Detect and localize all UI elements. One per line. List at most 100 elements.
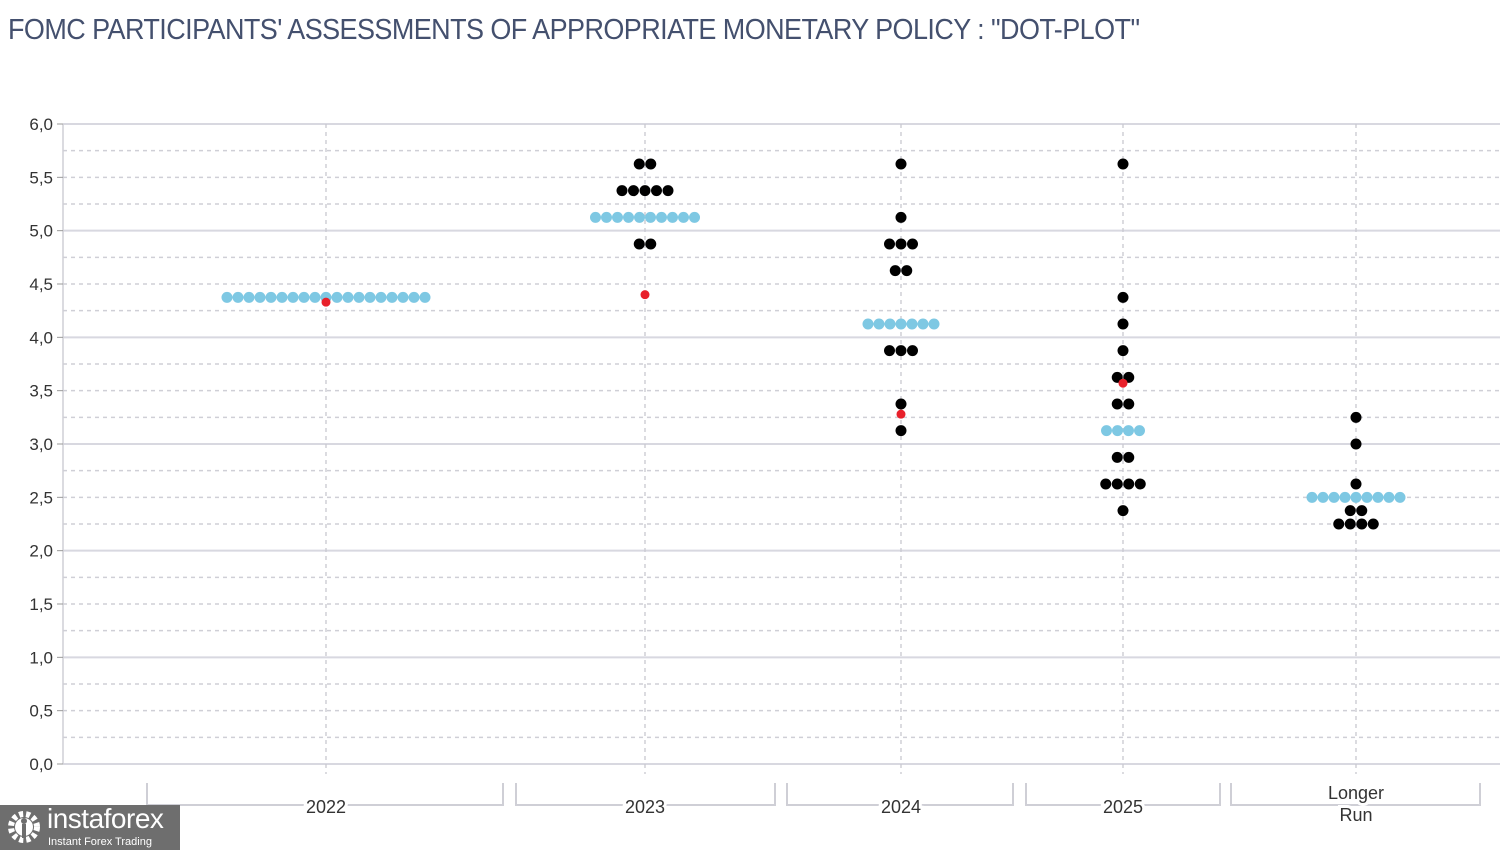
- x-category-label: 2022: [306, 797, 346, 817]
- median-dot: [298, 291, 310, 303]
- participant-dot: [895, 345, 907, 357]
- participant-dot: [1333, 518, 1345, 530]
- y-tick-label: 4,5: [29, 275, 53, 294]
- median-dot: [634, 211, 645, 223]
- participant-dot: [901, 265, 913, 277]
- market-dot: [896, 409, 906, 419]
- median-dot: [397, 291, 409, 303]
- median-dot: [331, 291, 343, 303]
- participant-dot: [645, 238, 657, 250]
- participant-dot: [1111, 398, 1123, 410]
- median-dot: [1317, 491, 1329, 503]
- median-dot: [873, 318, 885, 330]
- category-bracket: [1230, 783, 1481, 806]
- participant-dot: [1350, 438, 1362, 450]
- participant-dot: [884, 238, 895, 250]
- instaforex-logo: instaforex Instant Forex Trading: [0, 805, 180, 850]
- category-bracket: [786, 783, 1014, 806]
- y-tick-label: 1,5: [29, 595, 53, 614]
- y-tick-label: 3,5: [29, 382, 53, 401]
- median-dot: [612, 211, 623, 223]
- chart-title: FOMC PARTICIPANTS' ASSESSMENTS OF APPROP…: [8, 14, 1140, 46]
- gear-icon: [8, 811, 40, 843]
- median-dot: [590, 211, 601, 223]
- participant-dot: [651, 185, 662, 197]
- median-dot: [353, 291, 365, 303]
- x-category-label: Longer Run: [1328, 783, 1384, 825]
- median-dot: [1306, 491, 1318, 503]
- logo-name: instaforex: [47, 803, 164, 834]
- participant-dot: [1350, 411, 1362, 423]
- median-dot: [656, 211, 667, 223]
- median-dot: [419, 291, 431, 303]
- participant-dot: [662, 185, 674, 197]
- median-dot: [1350, 491, 1362, 503]
- participant-dot: [1123, 398, 1135, 410]
- median-dot: [1134, 425, 1145, 437]
- median-dot: [375, 291, 387, 303]
- market-dot: [321, 297, 331, 307]
- participant-dot: [895, 211, 907, 223]
- median-dot: [254, 291, 266, 303]
- median-dot: [689, 211, 700, 223]
- median-dot: [1394, 491, 1406, 503]
- participant-dot: [633, 238, 645, 250]
- median-dot: [884, 318, 896, 330]
- participant-dot: [616, 185, 628, 197]
- median-dot: [1112, 425, 1123, 437]
- median-dot: [309, 291, 321, 303]
- median-dot: [906, 318, 918, 330]
- participant-dot: [884, 345, 895, 357]
- median-dot: [364, 291, 376, 303]
- median-dot: [243, 291, 255, 303]
- median-dot: [408, 291, 420, 303]
- median-dot: [1123, 425, 1134, 437]
- participant-dot: [1350, 478, 1362, 490]
- median-dot: [1383, 491, 1395, 503]
- x-category-label: 2025: [1103, 797, 1143, 817]
- median-dot: [917, 318, 929, 330]
- participant-dot: [1367, 518, 1379, 530]
- participant-dot: [1100, 478, 1112, 490]
- participant-dot: [1344, 505, 1356, 517]
- median-dot: [1101, 425, 1112, 437]
- participant-dot: [639, 185, 651, 197]
- median-dot: [1361, 491, 1373, 503]
- participant-dot: [1134, 478, 1146, 490]
- participant-dot: [895, 398, 907, 410]
- participant-dot: [907, 345, 918, 357]
- median-dot: [667, 211, 678, 223]
- participant-dot: [1356, 505, 1368, 517]
- median-dot: [645, 211, 656, 223]
- median-dot: [232, 291, 244, 303]
- category-bracket: [146, 783, 504, 806]
- participant-dot: [633, 158, 645, 170]
- participant-dot: [1117, 291, 1129, 303]
- x-category-label: 2024: [881, 797, 921, 817]
- median-dot: [862, 318, 874, 330]
- median-dot: [623, 211, 634, 223]
- y-tick-label: 5,5: [29, 168, 53, 187]
- logo-tagline: Instant Forex Trading: [48, 836, 152, 848]
- participant-dot: [1111, 451, 1123, 463]
- median-dot: [1339, 491, 1351, 503]
- participant-dot: [895, 238, 907, 250]
- participant-dot: [1117, 158, 1129, 170]
- participant-dot: [1356, 518, 1368, 530]
- median-dot: [1328, 491, 1340, 503]
- median-dot: [386, 291, 398, 303]
- participant-dot: [895, 158, 907, 170]
- participant-dot: [1117, 345, 1129, 357]
- median-dot: [276, 291, 288, 303]
- participant-dot: [1344, 518, 1356, 530]
- participant-dot: [628, 185, 639, 197]
- participant-dot: [895, 425, 907, 437]
- y-tick-label: 6,0: [29, 115, 53, 134]
- participant-dot: [1123, 451, 1135, 463]
- y-tick-label: 2,0: [29, 542, 53, 561]
- participant-dot: [1117, 318, 1129, 330]
- participant-dot: [1123, 478, 1135, 490]
- median-dot: [342, 291, 354, 303]
- market-dot: [1118, 378, 1128, 388]
